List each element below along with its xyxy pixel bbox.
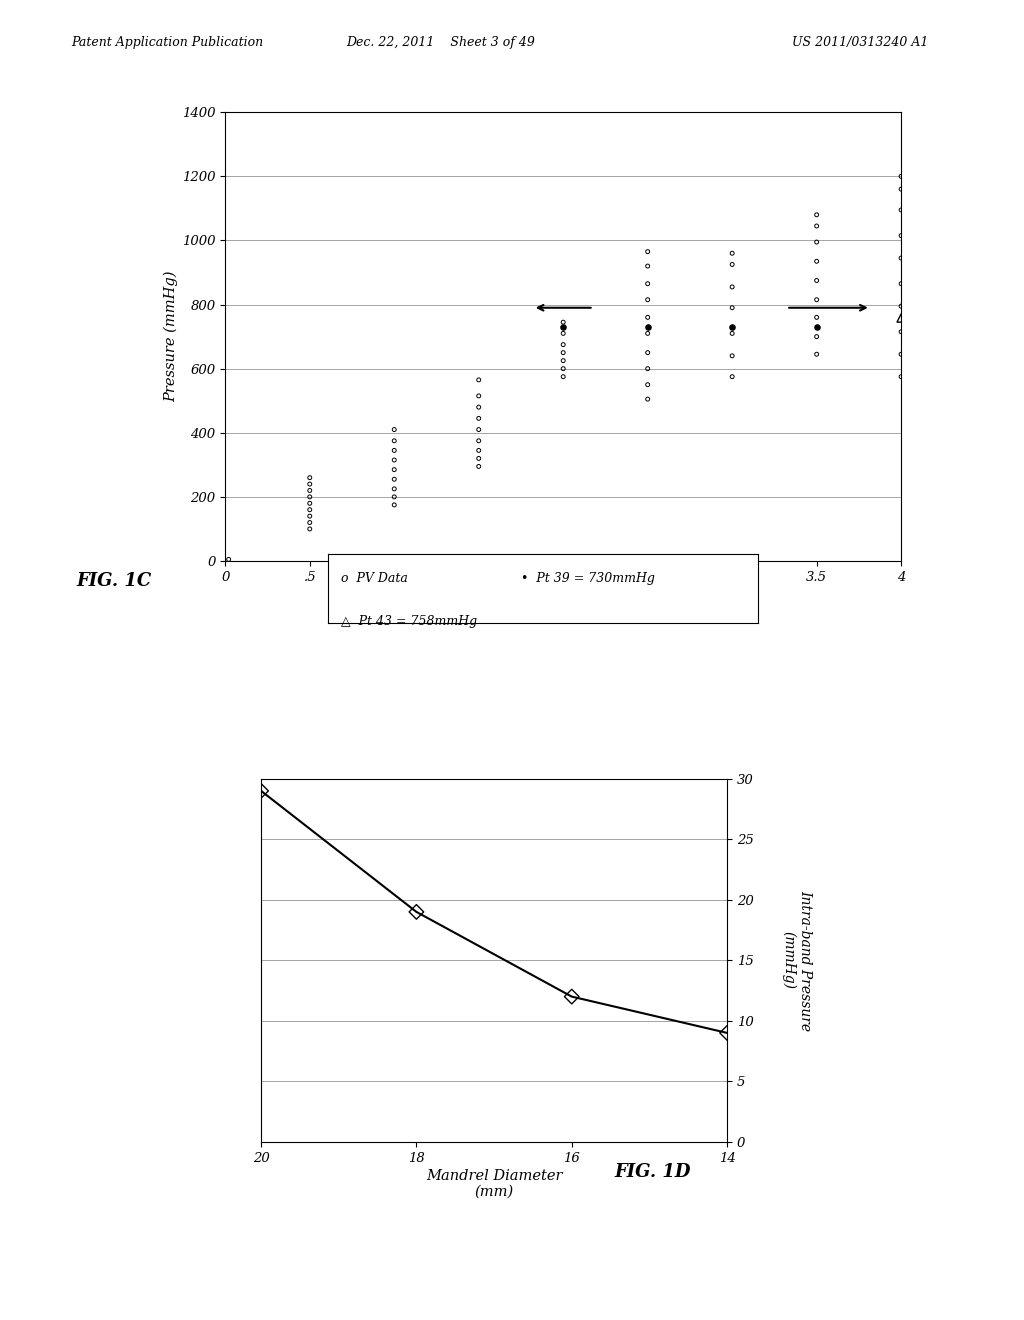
Text: FIG. 1C: FIG. 1C xyxy=(77,572,152,590)
Point xyxy=(809,289,825,310)
Point xyxy=(724,297,740,318)
Point xyxy=(639,323,656,345)
Point xyxy=(471,370,487,391)
X-axis label: Mandrel Diameter
(mm): Mandrel Diameter (mm) xyxy=(426,1168,562,1199)
Point xyxy=(220,549,237,570)
Point xyxy=(471,440,487,461)
Point xyxy=(386,440,402,461)
Point xyxy=(639,374,656,395)
Point xyxy=(471,447,487,469)
Point xyxy=(893,178,909,199)
Point xyxy=(301,499,317,520)
Point xyxy=(563,986,580,1007)
Point xyxy=(809,205,825,226)
Point xyxy=(639,317,656,338)
Text: △  Pt 43 = 758mmHg: △ Pt 43 = 758mmHg xyxy=(341,615,477,628)
Point xyxy=(809,306,825,327)
Point xyxy=(301,512,317,533)
Point xyxy=(555,323,571,345)
Point xyxy=(471,418,487,440)
Point xyxy=(724,276,740,297)
Point xyxy=(386,495,402,516)
Point xyxy=(893,199,909,220)
Point xyxy=(471,385,487,407)
Point xyxy=(809,326,825,347)
Point xyxy=(809,251,825,272)
Point xyxy=(555,358,571,379)
Point xyxy=(301,486,317,507)
Point xyxy=(893,308,909,329)
Point xyxy=(893,296,909,317)
Point xyxy=(301,519,317,540)
Point xyxy=(555,350,571,371)
Point xyxy=(809,343,825,364)
Point xyxy=(386,478,402,499)
Point xyxy=(386,486,402,507)
Point xyxy=(555,334,571,355)
Point xyxy=(555,317,571,338)
Point xyxy=(724,346,740,367)
Point xyxy=(809,271,825,292)
Point xyxy=(724,317,740,338)
Point xyxy=(386,449,402,471)
Point xyxy=(471,455,487,477)
Point xyxy=(893,273,909,294)
Point xyxy=(301,474,317,495)
Point xyxy=(555,312,571,333)
Point xyxy=(893,343,909,364)
Point xyxy=(555,342,571,363)
Point xyxy=(555,366,571,387)
Point xyxy=(639,342,656,363)
Point xyxy=(719,1022,735,1043)
Point xyxy=(724,243,740,264)
Point xyxy=(639,273,656,294)
Point xyxy=(809,317,825,338)
Point xyxy=(386,418,402,440)
Point xyxy=(301,480,317,502)
Point xyxy=(386,469,402,490)
Text: o  PV Data: o PV Data xyxy=(341,572,408,585)
Point xyxy=(809,231,825,252)
Y-axis label: Pressure (mmHg): Pressure (mmHg) xyxy=(164,271,178,403)
Point xyxy=(301,492,317,513)
Point xyxy=(893,248,909,269)
Text: Patent Application Publication: Patent Application Publication xyxy=(72,36,264,49)
Point xyxy=(893,321,909,342)
Point xyxy=(471,396,487,417)
Point xyxy=(301,467,317,488)
Point xyxy=(639,388,656,409)
Point xyxy=(809,215,825,236)
Text: Dec. 22, 2011    Sheet 3 of 49: Dec. 22, 2011 Sheet 3 of 49 xyxy=(346,36,535,49)
Y-axis label: Intra-band Pressure
(mmHg): Intra-band Pressure (mmHg) xyxy=(781,890,812,1031)
Point xyxy=(893,166,909,187)
Point xyxy=(409,902,425,923)
Text: •  Pt 39 = 730mmHg: • Pt 39 = 730mmHg xyxy=(521,572,655,585)
Point xyxy=(724,366,740,387)
Point xyxy=(893,226,909,247)
Point xyxy=(724,323,740,345)
Point xyxy=(471,430,487,451)
Text: FIG. 1D: FIG. 1D xyxy=(614,1163,691,1181)
Point xyxy=(471,408,487,429)
Point xyxy=(386,459,402,480)
Point xyxy=(301,506,317,527)
Point xyxy=(253,780,269,801)
Point xyxy=(639,289,656,310)
Point xyxy=(893,366,909,387)
Point xyxy=(639,306,656,327)
Point xyxy=(639,256,656,277)
Text: US 2011/0313240 A1: US 2011/0313240 A1 xyxy=(792,36,929,49)
Point xyxy=(639,358,656,379)
Point xyxy=(724,253,740,275)
X-axis label: Volume (mL): Volume (mL) xyxy=(516,587,610,602)
Point xyxy=(639,242,656,263)
Point xyxy=(386,430,402,451)
